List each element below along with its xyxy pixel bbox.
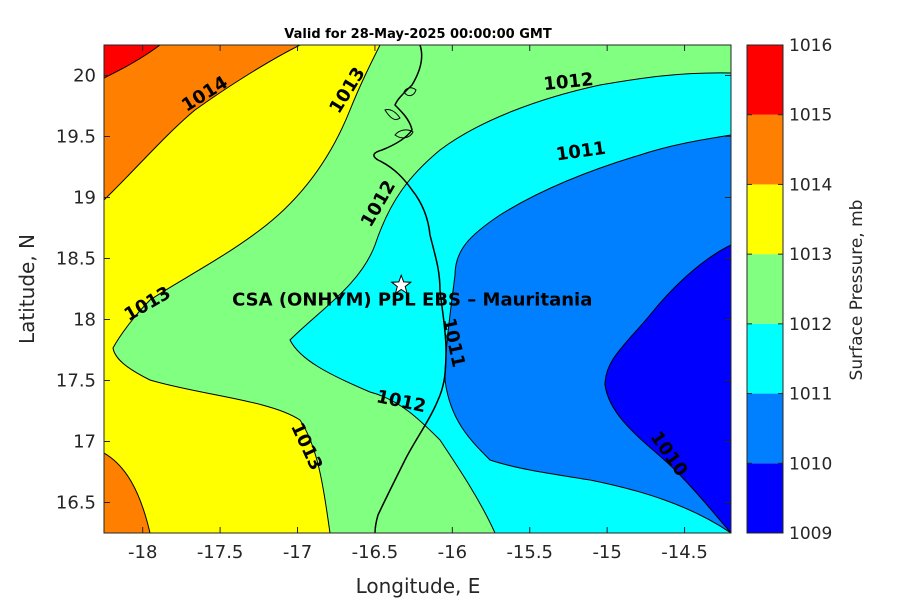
band-1011 bbox=[290, 72, 731, 533]
coastline bbox=[373, 45, 447, 533]
colorbar-segment bbox=[747, 393, 783, 464]
y-axis-label: Latitude, N bbox=[15, 234, 39, 344]
contour-label: 1012 bbox=[542, 69, 594, 95]
x-tick-label: -18 bbox=[128, 542, 157, 563]
y-tick-label: 17 bbox=[73, 432, 96, 453]
x-tick-label: -16.5 bbox=[352, 542, 399, 563]
band-1009 bbox=[605, 245, 731, 533]
colorbar: 1009 1010 1011 1012 1013 1014 1015 1016 bbox=[746, 36, 832, 544]
colorbar-tick-label: 1016 bbox=[789, 36, 832, 56]
colorbar-tick-label: 1015 bbox=[789, 106, 832, 126]
colorbar-tick-label: 1010 bbox=[789, 454, 832, 474]
band-1012 bbox=[113, 45, 731, 533]
colorbar-segment bbox=[747, 114, 783, 185]
y-tick-label: 19.5 bbox=[56, 127, 96, 148]
colorbar-tick-label: 1011 bbox=[789, 385, 832, 405]
figure-title: Valid for 28-May-2025 00:00:00 GMT bbox=[284, 27, 552, 42]
colorbar-tick-label: 1012 bbox=[789, 315, 832, 335]
colorbar-tick-label: 1013 bbox=[789, 245, 832, 265]
colorbar-segment bbox=[747, 45, 783, 115]
x-tick-label: -16 bbox=[438, 542, 467, 563]
colorbar-label: Surface Pressure, mb bbox=[847, 200, 867, 381]
x-axis: -18 -17.5 -17 -16.5 -16 -15.5 -15 -14.5 bbox=[128, 45, 708, 563]
x-tick-label: -15 bbox=[592, 542, 621, 563]
y-tick-label: 18 bbox=[73, 310, 96, 331]
y-tick-label: 17.5 bbox=[56, 371, 96, 392]
y-tick-label: 19 bbox=[73, 188, 96, 209]
colorbar-frame bbox=[746, 44, 784, 534]
x-tick-label: -17 bbox=[283, 542, 312, 563]
colorbar-segment bbox=[747, 184, 783, 255]
colorbar-segment bbox=[747, 323, 783, 394]
site-label: CSA (ONHYM) PPL EBS – Mauritania bbox=[232, 289, 592, 310]
band-1015 bbox=[104, 45, 160, 78]
colorbar-segment bbox=[747, 254, 783, 324]
plot-frame bbox=[103, 44, 732, 534]
island-2 bbox=[394, 129, 414, 139]
island-1 bbox=[384, 109, 401, 121]
x-tick-label: -17.5 bbox=[197, 542, 244, 563]
x-axis-label: Longitude, E bbox=[356, 574, 481, 598]
x-tick-label: -14.5 bbox=[661, 542, 708, 563]
island-3 bbox=[403, 87, 417, 97]
y-tick-label: 18.5 bbox=[56, 249, 96, 270]
x-tick-label: -15.5 bbox=[506, 542, 553, 563]
colorbar-tick-label: 1014 bbox=[789, 175, 832, 195]
y-tick-label: 20 bbox=[73, 66, 96, 87]
colorbar-segment bbox=[747, 463, 783, 533]
contour-lines bbox=[104, 45, 731, 533]
y-tick-label: 16.5 bbox=[56, 493, 96, 514]
y-axis: 16.5 17 17.5 18 18.5 19 19.5 20 bbox=[56, 66, 731, 514]
site-star-marker bbox=[390, 273, 413, 295]
colorbar-tick-label: 1009 bbox=[789, 524, 832, 544]
band-1014-south bbox=[104, 453, 150, 533]
band-1014 bbox=[104, 45, 300, 200]
